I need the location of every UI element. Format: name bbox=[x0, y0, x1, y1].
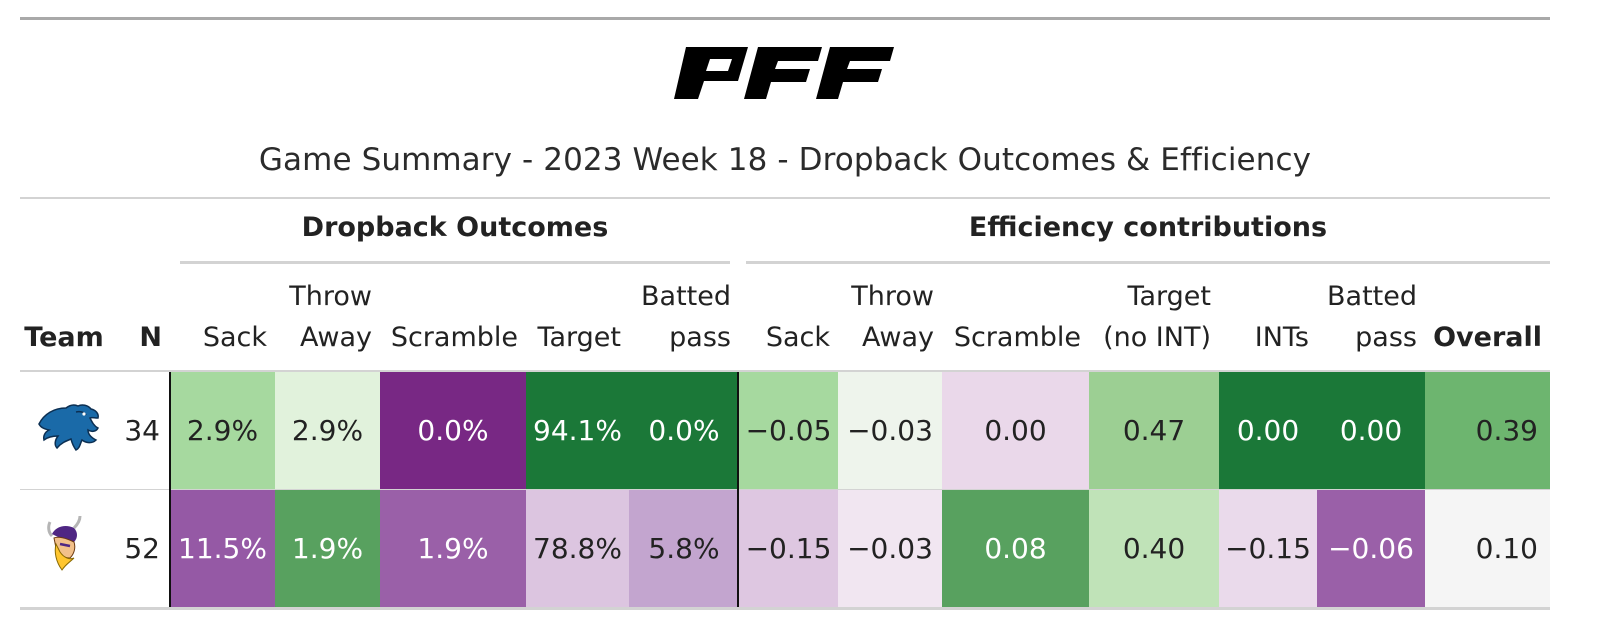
group-divider bbox=[737, 372, 739, 607]
row-divider bbox=[20, 489, 1550, 490]
col-header-do_sack-line2: Sack bbox=[202, 322, 267, 353]
table-cell-do_sack: 11.5% bbox=[170, 490, 275, 607]
minnesota-vikings-logo bbox=[46, 515, 82, 571]
table-cell-do_sack: 2.9% bbox=[170, 372, 275, 489]
col-header-ec_throwaway-line1: Throw bbox=[851, 281, 934, 312]
table-cell-ec_target: 0.47 bbox=[1089, 372, 1219, 489]
spanner-dropback-outcomes: Dropback Outcomes bbox=[301, 212, 609, 243]
col-header-ec_batted-line2: pass bbox=[1355, 322, 1417, 353]
table-cell-do_batted: 0.0% bbox=[629, 372, 739, 489]
n-cell: 34 bbox=[124, 414, 160, 447]
bottom-rule bbox=[20, 607, 1550, 610]
table-cell-ec_scramble: 0.00 bbox=[942, 372, 1089, 489]
table-cell-do_throwaway: 2.9% bbox=[275, 372, 380, 489]
header-rule bbox=[20, 370, 1550, 372]
table-cell-ec_batted: 0.00 bbox=[1317, 372, 1425, 489]
table-cell-ec_target: 0.40 bbox=[1089, 490, 1219, 607]
col-header-ec_target-line1: Target bbox=[1127, 281, 1211, 312]
col-header-do_target-line2: Target bbox=[537, 322, 621, 353]
group-divider bbox=[169, 372, 171, 607]
table-cell-ec_throwaway: −0.03 bbox=[838, 490, 942, 607]
top-rule bbox=[20, 17, 1550, 20]
col-header-do_throwaway-line2: Away bbox=[300, 322, 372, 353]
col-header-ec_target-line2: (no INT) bbox=[1103, 322, 1211, 353]
spanner-rule-dropback bbox=[180, 261, 730, 264]
spanner-efficiency-contributions: Efficiency contributions bbox=[968, 212, 1328, 243]
table-cell-ec_overall: 0.39 bbox=[1425, 372, 1550, 489]
col-header-do_batted-line1: Batted bbox=[641, 281, 731, 312]
table-title: Game Summary - 2023 Week 18 - Dropback O… bbox=[258, 142, 1312, 178]
table-cell-ec_scramble: 0.08 bbox=[942, 490, 1089, 607]
pff-logo bbox=[674, 47, 894, 99]
title-rule bbox=[20, 197, 1550, 199]
col-header-ec_sack-line2: Sack bbox=[765, 322, 830, 353]
spanner-rule-efficiency bbox=[746, 261, 1550, 264]
col-header-do_throwaway-line1: Throw bbox=[289, 281, 372, 312]
col-header-ec_overall-line2: Overall bbox=[1433, 322, 1542, 353]
table-cell-ec_ints: −0.15 bbox=[1219, 490, 1317, 607]
col-header-ec_throwaway-line2: Away bbox=[862, 322, 934, 353]
table-cell-do_target: 94.1% bbox=[526, 372, 629, 489]
table-cell-ec_batted: −0.06 bbox=[1317, 490, 1425, 607]
table-cell-do_scramble: 0.0% bbox=[380, 372, 526, 489]
col-header-team-line2: Team bbox=[24, 322, 104, 353]
col-header-ec_ints-line2: INTs bbox=[1254, 322, 1309, 353]
table-cell-ec_sack: −0.15 bbox=[739, 490, 838, 607]
col-header-ec_scramble-line2: Scramble bbox=[953, 322, 1081, 353]
table-cell-ec_overall: 0.10 bbox=[1425, 490, 1550, 607]
table-cell-do_scramble: 1.9% bbox=[380, 490, 526, 607]
col-header-ec_batted-line1: Batted bbox=[1327, 281, 1417, 312]
table-cell-do_target: 78.8% bbox=[526, 490, 629, 607]
table-cell-ec_ints: 0.00 bbox=[1219, 372, 1317, 489]
table-cell-do_throwaway: 1.9% bbox=[275, 490, 380, 607]
table-cell-ec_sack: −0.05 bbox=[739, 372, 838, 489]
col-header-do_scramble-line2: Scramble bbox=[390, 322, 518, 353]
detroit-lions-logo bbox=[38, 404, 100, 451]
table-cell-ec_throwaway: −0.03 bbox=[838, 372, 942, 489]
n-cell: 52 bbox=[124, 532, 160, 565]
col-header-n-line2: N bbox=[139, 322, 162, 353]
col-header-do_batted-line2: pass bbox=[669, 322, 731, 353]
table-cell-do_batted: 5.8% bbox=[629, 490, 739, 607]
